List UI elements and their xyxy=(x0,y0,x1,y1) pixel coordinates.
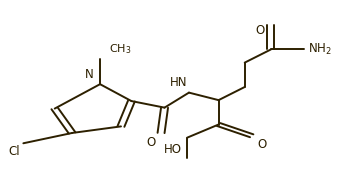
Text: O: O xyxy=(257,138,266,151)
Text: HO: HO xyxy=(164,143,182,156)
Text: NH$_2$: NH$_2$ xyxy=(308,42,332,57)
Text: HN: HN xyxy=(170,76,187,89)
Text: O: O xyxy=(147,136,156,149)
Text: O: O xyxy=(256,24,265,37)
Text: N: N xyxy=(85,68,94,81)
Text: Cl: Cl xyxy=(8,145,20,158)
Text: CH$_3$: CH$_3$ xyxy=(109,42,131,56)
